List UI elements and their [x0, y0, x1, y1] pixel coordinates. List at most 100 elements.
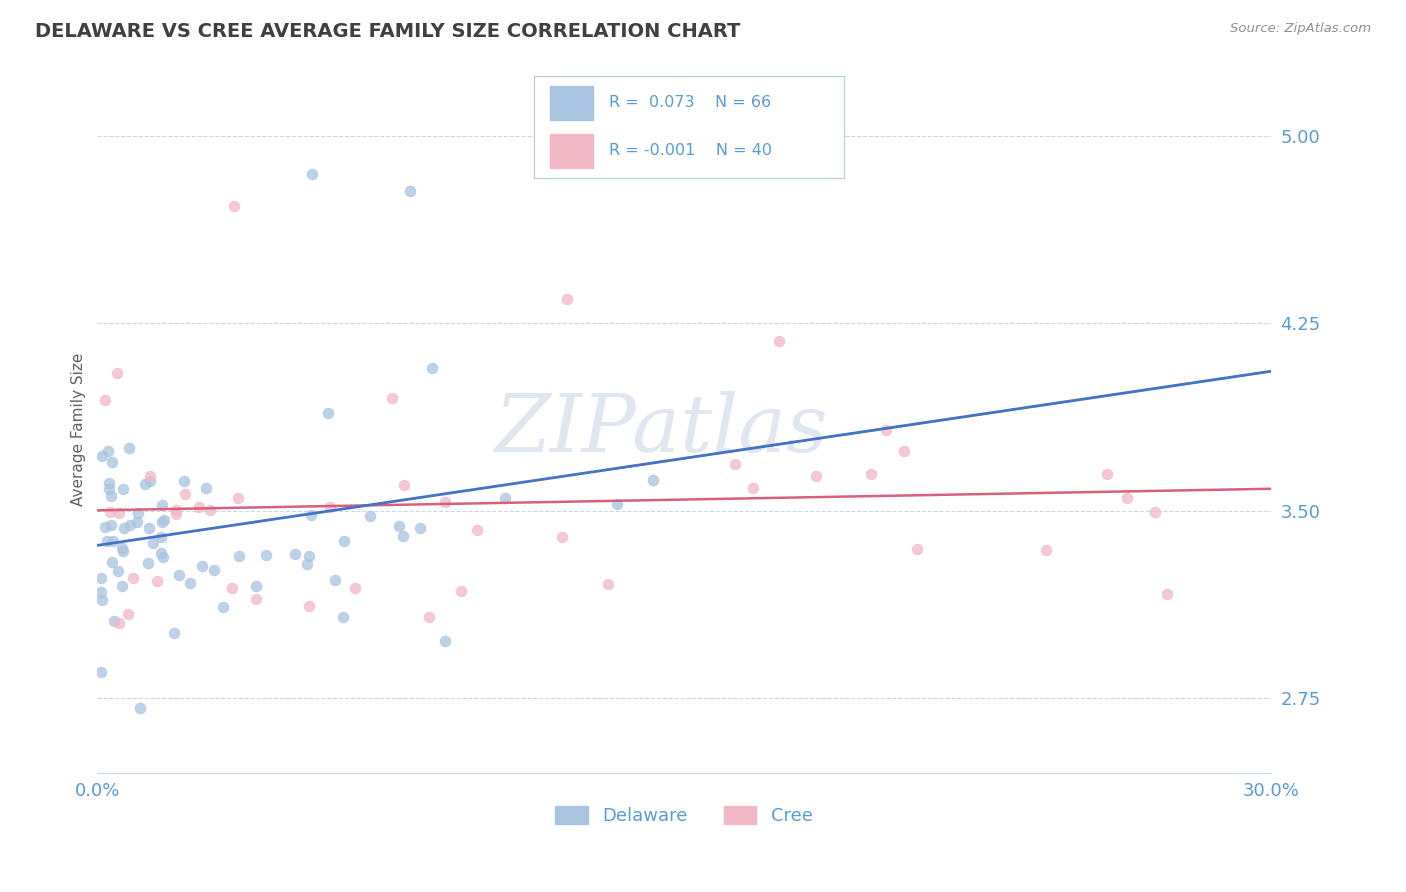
Point — [245, 591, 267, 606]
Point — [108, 615, 131, 630]
Point — [742, 481, 765, 495]
Point — [804, 469, 827, 483]
Point — [110, 579, 132, 593]
Point — [1035, 543, 1057, 558]
Point — [149, 531, 172, 545]
Point — [97, 444, 120, 458]
Point — [122, 571, 145, 585]
Legend: Delaware, Cree: Delaware, Cree — [548, 798, 820, 832]
Point — [98, 482, 121, 496]
Point — [295, 558, 318, 572]
Point — [94, 393, 117, 408]
Point — [138, 475, 160, 489]
Point — [1116, 491, 1139, 505]
Point — [103, 615, 125, 629]
Point — [394, 478, 416, 492]
Point — [90, 584, 112, 599]
Point — [111, 482, 134, 496]
Point — [96, 534, 118, 549]
Point — [150, 546, 173, 560]
Point — [893, 443, 915, 458]
Point — [399, 184, 422, 198]
Point — [1144, 505, 1167, 519]
Text: R = -0.001    N = 40: R = -0.001 N = 40 — [609, 144, 772, 158]
Point — [1156, 587, 1178, 601]
Point — [299, 508, 322, 523]
Point — [93, 520, 115, 534]
Point — [100, 555, 122, 569]
Point — [112, 520, 135, 534]
Point — [433, 633, 456, 648]
Point — [859, 467, 882, 481]
Point — [127, 506, 149, 520]
Point — [173, 487, 195, 501]
Point — [298, 599, 321, 613]
Point — [163, 626, 186, 640]
Point — [100, 455, 122, 469]
Point — [332, 610, 354, 624]
Point — [465, 523, 488, 537]
Point — [100, 489, 122, 503]
Point — [224, 199, 246, 213]
Point — [596, 577, 619, 591]
Point — [118, 441, 141, 455]
Point — [422, 361, 444, 376]
Text: ZIPatlas: ZIPatlas — [494, 391, 827, 468]
Point — [152, 549, 174, 564]
Point — [98, 475, 121, 490]
Point — [165, 503, 187, 517]
Point — [107, 506, 129, 520]
Bar — [550, 87, 593, 120]
Point — [905, 541, 928, 556]
Text: Source: ZipAtlas.com: Source: ZipAtlas.com — [1230, 22, 1371, 36]
Point — [550, 529, 572, 543]
Point — [153, 513, 176, 527]
Point — [606, 497, 628, 511]
Point — [129, 701, 152, 715]
Point — [194, 482, 217, 496]
Point — [202, 563, 225, 577]
Point — [555, 292, 578, 306]
Point — [316, 405, 339, 419]
Point — [212, 600, 235, 615]
Point — [127, 516, 149, 530]
Point — [150, 516, 173, 530]
Point — [120, 518, 142, 533]
Point — [98, 506, 121, 520]
Point — [1095, 467, 1118, 481]
Point — [146, 574, 169, 588]
Point — [434, 495, 457, 509]
Point — [724, 457, 747, 471]
Point — [179, 576, 201, 591]
Point — [91, 449, 114, 463]
Point — [228, 491, 250, 505]
Point — [165, 508, 187, 522]
Point — [359, 509, 381, 524]
Text: DELAWARE VS CREE AVERAGE FAMILY SIZE CORRELATION CHART: DELAWARE VS CREE AVERAGE FAMILY SIZE COR… — [35, 22, 741, 41]
Point — [450, 583, 472, 598]
Point — [101, 534, 124, 549]
Point — [284, 547, 307, 561]
Point — [319, 500, 342, 514]
Point — [150, 498, 173, 512]
Bar — [550, 135, 593, 168]
Point — [643, 473, 665, 487]
Point — [167, 567, 190, 582]
Point — [90, 665, 112, 679]
Point — [136, 556, 159, 570]
Point — [875, 423, 897, 437]
Point — [134, 477, 156, 491]
Point — [228, 549, 250, 564]
Point — [90, 593, 112, 607]
Y-axis label: Average Family Size: Average Family Size — [72, 353, 86, 507]
Point — [323, 573, 346, 587]
Point — [409, 521, 432, 535]
Point — [245, 579, 267, 593]
Point — [111, 543, 134, 558]
Point — [90, 571, 112, 585]
Point — [139, 469, 162, 483]
Point — [418, 610, 440, 624]
Point — [107, 564, 129, 578]
Point — [198, 503, 221, 517]
Point — [301, 167, 323, 181]
